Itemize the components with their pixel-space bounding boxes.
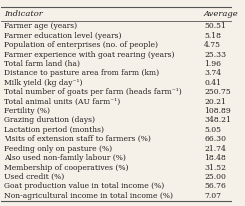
Text: Total farm land (ha): Total farm land (ha) xyxy=(4,60,80,68)
Text: 66.30: 66.30 xyxy=(204,135,226,143)
Text: 5.18: 5.18 xyxy=(204,32,221,40)
Text: Farmer experience with goat rearing (years): Farmer experience with goat rearing (yea… xyxy=(4,51,174,59)
Text: Also used non-family labour (%): Also used non-family labour (%) xyxy=(4,154,126,162)
Text: 250.75: 250.75 xyxy=(204,88,231,96)
Text: Farmer education level (years): Farmer education level (years) xyxy=(4,32,121,40)
Text: Farmer age (years): Farmer age (years) xyxy=(4,22,77,30)
Text: Population of enterprises (no. of people): Population of enterprises (no. of people… xyxy=(4,41,158,49)
Text: Total number of goats per farm (heads farm⁻¹): Total number of goats per farm (heads fa… xyxy=(4,88,182,96)
Text: Goat production value in total income (%): Goat production value in total income (%… xyxy=(4,182,164,190)
Text: Visits of extension staff to farmers (%): Visits of extension staff to farmers (%) xyxy=(4,135,151,143)
Text: Grazing duration (days): Grazing duration (days) xyxy=(4,116,95,124)
Text: 5.05: 5.05 xyxy=(204,126,221,134)
Text: Average: Average xyxy=(204,10,239,18)
Text: Used credit (%): Used credit (%) xyxy=(4,173,64,181)
Text: 20.21: 20.21 xyxy=(204,98,226,106)
Text: 25.33: 25.33 xyxy=(204,51,226,59)
Text: 50.51: 50.51 xyxy=(204,22,226,30)
Text: Lactation period (months): Lactation period (months) xyxy=(4,126,104,134)
Text: Total animal units (AU farm⁻¹): Total animal units (AU farm⁻¹) xyxy=(4,98,120,106)
Text: Fertility (%): Fertility (%) xyxy=(4,107,50,115)
Text: 18.48: 18.48 xyxy=(204,154,226,162)
Text: 31.52: 31.52 xyxy=(204,164,226,172)
Text: 108.89: 108.89 xyxy=(204,107,231,115)
Text: Feeding only on pasture (%): Feeding only on pasture (%) xyxy=(4,145,112,153)
Text: 3.74: 3.74 xyxy=(204,69,221,77)
Text: Distance to pasture area from farm (km): Distance to pasture area from farm (km) xyxy=(4,69,159,77)
Text: Non-agricultural income in total income (%): Non-agricultural income in total income … xyxy=(4,192,173,200)
Text: 25.00: 25.00 xyxy=(204,173,226,181)
Text: 348.21: 348.21 xyxy=(204,116,231,124)
Text: Membership of cooperatives (%): Membership of cooperatives (%) xyxy=(4,164,128,172)
Text: 56.76: 56.76 xyxy=(204,182,226,190)
Text: 0.41: 0.41 xyxy=(204,79,221,87)
Text: Indicator: Indicator xyxy=(4,10,42,18)
Text: 7.07: 7.07 xyxy=(204,192,221,200)
Text: 4.75: 4.75 xyxy=(204,41,221,49)
Text: 21.74: 21.74 xyxy=(204,145,226,153)
Text: 1.96: 1.96 xyxy=(204,60,221,68)
Text: Milk yield (kg day⁻¹): Milk yield (kg day⁻¹) xyxy=(4,79,82,87)
